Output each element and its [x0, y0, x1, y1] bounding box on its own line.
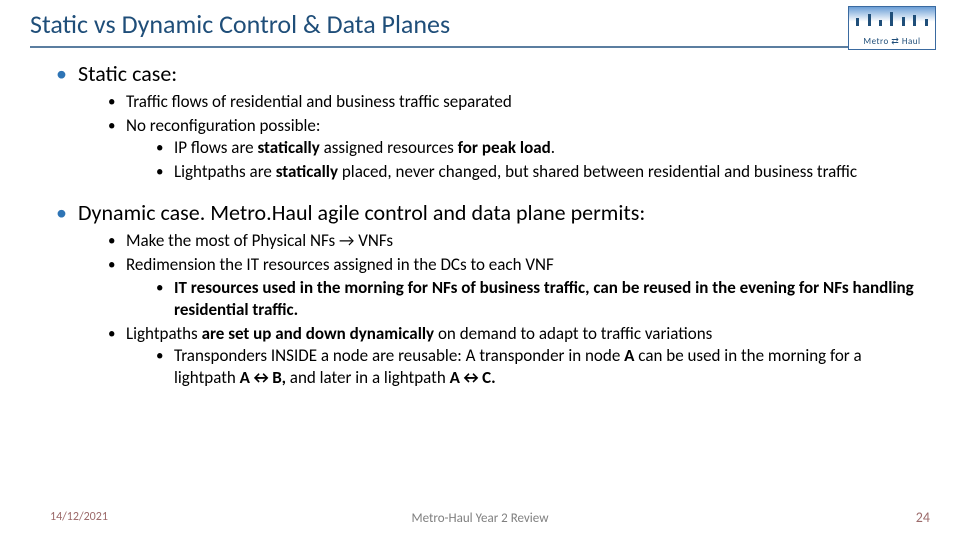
dynamic-list: Make the most of Physical NFs → VNFs Red…: [78, 230, 920, 389]
list-item: Transponders INSIDE a node are reusable:…: [148, 345, 920, 389]
footer-page-number: 24: [916, 509, 930, 526]
dynamic-sub-list-2: Transponders INSIDE a node are reusable:…: [126, 345, 920, 389]
list-item: Lightpaths are statically placed, never …: [148, 161, 920, 183]
list-item: Lightpaths are set up and down dynamical…: [100, 323, 920, 389]
static-list: Traffic flows of residential and busines…: [78, 91, 920, 183]
dynamic-sub-list: IT resources used in the morning for NFs…: [126, 277, 920, 321]
list-item: IP flows are statically assigned resourc…: [148, 137, 920, 159]
content-area: Static case: Traffic flows of residentia…: [0, 48, 960, 389]
dynamic-heading-text: Dynamic case. Metro.Haul agile control a…: [78, 199, 645, 226]
list-item: IT resources used in the morning for NFs…: [148, 277, 920, 321]
static-heading: Static case: Traffic flows of residentia…: [50, 60, 920, 183]
slide-title: Static vs Dynamic Control & Data Planes: [30, 8, 450, 40]
list-item: Redimension the IT resources assigned in…: [100, 254, 920, 320]
logo-label: Metro ⇄ Haul: [863, 36, 920, 47]
slide: Static vs Dynamic Control & Data Planes …: [0, 0, 960, 540]
static-heading-text: Static case:: [78, 60, 177, 87]
list-item: Traffic flows of residential and busines…: [100, 91, 920, 113]
footer-date: 14/12/2021: [50, 510, 108, 524]
dynamic-heading: Dynamic case. Metro.Haul agile control a…: [50, 199, 920, 389]
logo-skyline-icon: [852, 10, 932, 26]
footer-center: Metro-Haul Year 2 Review: [412, 511, 549, 526]
list-item: Make the most of Physical NFs → VNFs: [100, 230, 920, 252]
static-sub-list: IP flows are statically assigned resourc…: [126, 137, 920, 183]
metro-haul-logo: Metro ⇄ Haul: [848, 6, 936, 50]
list-item: No reconfiguration possible: IP flows ar…: [100, 115, 920, 183]
top-bullets: Static case: Traffic flows of residentia…: [50, 60, 920, 389]
header: Static vs Dynamic Control & Data Planes: [0, 0, 960, 40]
